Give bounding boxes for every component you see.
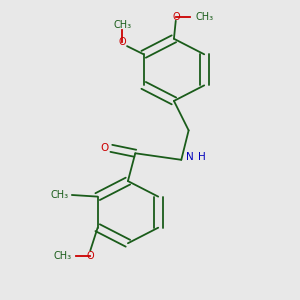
Text: CH₃: CH₃ [51,190,69,200]
Text: O: O [86,251,94,262]
Text: O: O [173,11,180,22]
Text: CH₃: CH₃ [113,20,131,30]
Text: N: N [185,152,193,162]
Text: O: O [100,143,109,153]
Text: H: H [198,152,206,162]
Text: CH₃: CH₃ [53,251,71,262]
Text: O: O [118,37,126,47]
Text: CH₃: CH₃ [195,11,213,22]
